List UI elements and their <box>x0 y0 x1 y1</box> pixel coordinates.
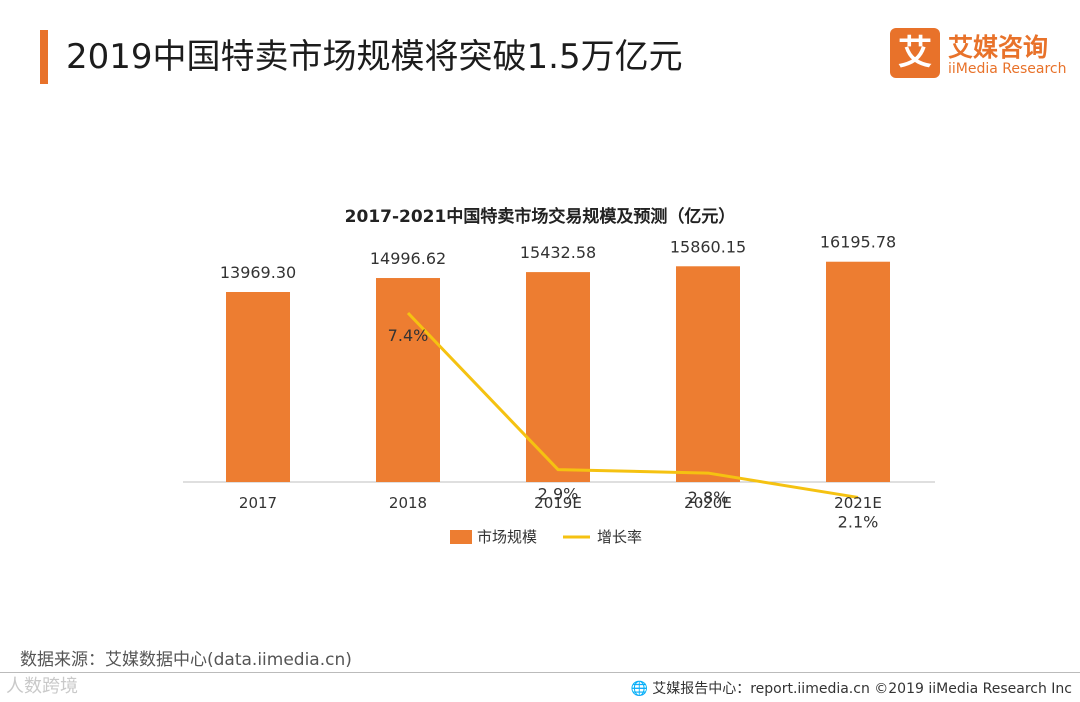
growth-rate-label-2021E: 2.1% <box>838 512 879 531</box>
chart-title: 2017-2021中国特卖市场交易规模及预测（亿元） <box>345 206 736 227</box>
legend: 市场规模 增长率 <box>450 528 642 546</box>
data-source: 数据来源：艾媒数据中心(data.iimedia.cn) <box>20 650 352 670</box>
logo-mark-icon: 艾 <box>890 28 940 78</box>
logo-name-en: iiMedia Research <box>948 61 1067 77</box>
bar-value-label-2017: 13969.30 <box>220 263 296 282</box>
x-tick-label-2021E: 2021E <box>834 494 882 512</box>
bar-2019E <box>526 272 590 482</box>
footer-report-text: 艾媒报告中心：report.iimedia.cn ©2019 iiMedia R… <box>652 681 1072 697</box>
bar-value-label-2018: 14996.62 <box>370 249 446 268</box>
bar-2017 <box>226 292 290 482</box>
legend-label-market-size: 市场规模 <box>477 528 537 546</box>
x-tick-label-2017: 2017 <box>239 494 277 512</box>
globe-icon: 🌐 <box>630 681 649 697</box>
bar-2021E <box>826 261 890 482</box>
brand-logo: 艾 艾媒咨询 iiMedia Research <box>890 28 1067 84</box>
growth-rate-label-2018: 7.4% <box>388 326 429 345</box>
legend-label-growth-rate: 增长率 <box>597 528 642 546</box>
growth-rate-label-2020E: 2.8% <box>688 488 729 507</box>
footer-divider <box>0 672 1080 673</box>
bar-value-label-2019E: 15432.58 <box>520 243 596 262</box>
bar-value-label-2020E: 15860.15 <box>670 237 746 256</box>
legend-swatch-market-size <box>450 530 472 544</box>
logo-name-cn: 艾媒咨询 <box>948 33 1049 62</box>
title-accent-bar <box>40 30 48 84</box>
x-tick-label-2019E: 2019E <box>534 494 582 512</box>
bar-2020E <box>676 266 740 482</box>
page-title: 2019中国特卖市场规模将突破1.5万亿元 <box>66 37 683 77</box>
growth-rate-line <box>406 311 859 499</box>
x-tick-label-2018: 2018 <box>389 494 427 512</box>
watermark: 人数跨境 <box>6 676 78 697</box>
x-tick-label-2020E: 2020E <box>684 494 732 512</box>
bar-line-chart: 2017-2021中国特卖市场交易规模及预测（亿元） 13969.30 2017 1… <box>183 206 935 546</box>
bar-value-label-2021E: 16195.78 <box>820 233 896 252</box>
growth-rate-label-2019E: 2.9% <box>538 485 579 504</box>
footer-report: 🌐 艾媒报告中心：report.iimedia.cn ©2019 iiMedia … <box>631 678 1072 698</box>
bar-2018 <box>376 278 440 482</box>
